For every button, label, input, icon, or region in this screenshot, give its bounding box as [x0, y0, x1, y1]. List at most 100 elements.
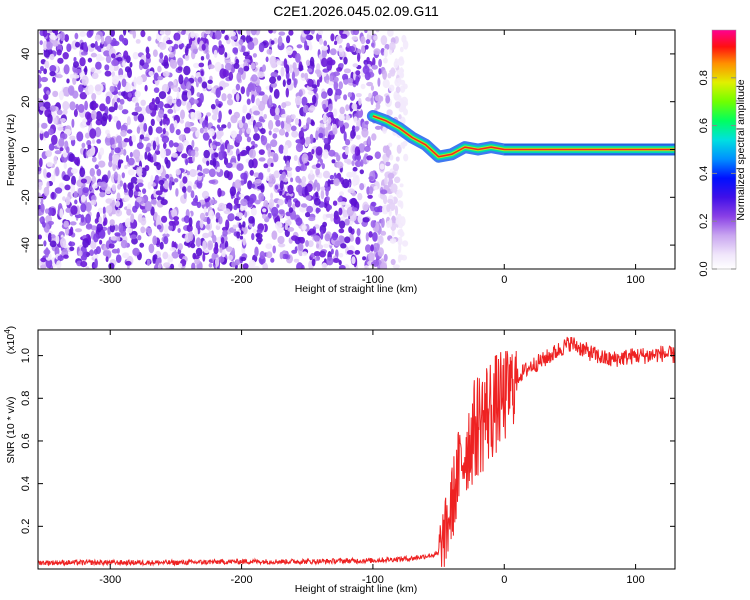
noise-speckle [214, 30, 222, 40]
noise-speckle [272, 133, 278, 139]
noise-speckle [399, 56, 404, 62]
noise-speckle [321, 91, 328, 99]
noise-speckle [191, 200, 199, 206]
noise-speckle [91, 175, 97, 184]
noise-speckle [400, 200, 404, 209]
noise-speckle [216, 124, 220, 129]
noise-speckle [59, 208, 64, 219]
noise-speckle [96, 181, 104, 187]
noise-speckle [105, 198, 113, 204]
noise-speckle [155, 96, 160, 105]
noise-speckle [227, 121, 232, 129]
noise-speckle [337, 197, 343, 203]
noise-speckle [142, 188, 147, 195]
noise-speckle [65, 196, 71, 206]
noise-speckle [312, 94, 317, 105]
noise-speckle [136, 76, 143, 85]
noise-speckle [188, 38, 193, 46]
noise-speckle [40, 263, 47, 269]
noise-speckle [188, 217, 193, 227]
noise-speckle [51, 234, 56, 239]
x-tick-label: -200 [231, 274, 253, 286]
noise-speckle [242, 122, 249, 130]
noise-speckle [293, 258, 300, 263]
noise-speckle [49, 65, 57, 73]
noise-speckle [205, 30, 211, 35]
noise-speckle [194, 110, 202, 120]
noise-speckle [286, 35, 291, 44]
spectrogram-y-ticks: -40 -20 0 20 40 [20, 48, 675, 253]
noise-speckle [355, 160, 362, 168]
noise-speckle [357, 192, 363, 201]
noise-speckle [380, 230, 387, 236]
noise-speckle [364, 30, 368, 34]
noise-speckle [89, 128, 97, 139]
x-tick-label: 100 [626, 574, 644, 586]
noise-speckle [255, 98, 261, 106]
noise-speckle [185, 158, 189, 166]
noise-speckle [44, 60, 50, 69]
noise-speckle [91, 93, 97, 101]
noise-speckle [205, 212, 209, 217]
noise-speckle [241, 115, 246, 124]
noise-speckle [158, 179, 165, 186]
colorbar-gradient [712, 30, 736, 269]
noise-speckle [302, 104, 309, 114]
noise-speckle [271, 206, 279, 217]
noise-speckle [157, 76, 164, 81]
noise-speckle [307, 78, 314, 87]
noise-speckle [400, 142, 405, 149]
noise-speckle [352, 166, 358, 172]
noise-speckle [169, 59, 175, 68]
noise-speckle [210, 199, 218, 205]
noise-speckle [47, 232, 52, 243]
noise-speckle [386, 109, 393, 116]
noise-speckle [273, 127, 280, 133]
noise-speckle [313, 197, 321, 206]
noise-speckle [279, 180, 284, 190]
noise-speckle [43, 168, 47, 177]
noise-speckle [355, 236, 361, 245]
noise-speckle [43, 40, 48, 51]
noise-speckle [90, 67, 96, 73]
noise-speckle [234, 179, 242, 189]
noise-speckle [288, 207, 294, 213]
noise-speckle [274, 107, 280, 116]
noise-speckle [71, 175, 76, 186]
noise-speckle [339, 106, 345, 115]
noise-speckle [194, 146, 199, 153]
noise-speckle [365, 39, 371, 45]
noise-speckle [145, 146, 151, 153]
noise-speckle [121, 109, 129, 115]
noise-speckle [199, 218, 204, 229]
noise-speckle [229, 186, 237, 197]
noise-speckle [116, 192, 121, 201]
noise-speckle [51, 30, 59, 34]
noise-speckle [358, 97, 362, 106]
noise-speckle [369, 186, 374, 195]
noise-speckle [111, 248, 119, 254]
noise-speckle [251, 74, 258, 82]
noise-speckle [384, 176, 388, 186]
noise-speckle [251, 83, 256, 92]
noise-speckle [355, 93, 362, 98]
noise-speckle [81, 142, 86, 148]
noise-speckle [107, 170, 111, 179]
noise-speckle [371, 64, 378, 70]
noise-speckle [47, 220, 54, 226]
noise-speckle [322, 113, 327, 124]
noise-speckle [124, 218, 132, 228]
noise-speckle [75, 228, 82, 233]
noise-speckle [136, 179, 144, 184]
noise-speckle [279, 251, 284, 260]
noise-speckle [383, 48, 388, 58]
noise-speckle [215, 98, 219, 105]
noise-speckle [68, 153, 76, 162]
noise-speckle [295, 175, 301, 183]
noise-speckle [127, 169, 135, 176]
noise-speckle [182, 176, 188, 184]
noise-speckle [394, 205, 399, 216]
x-tick-label: -200 [231, 574, 253, 586]
noise-speckle [120, 230, 127, 237]
noise-speckle [106, 133, 111, 139]
